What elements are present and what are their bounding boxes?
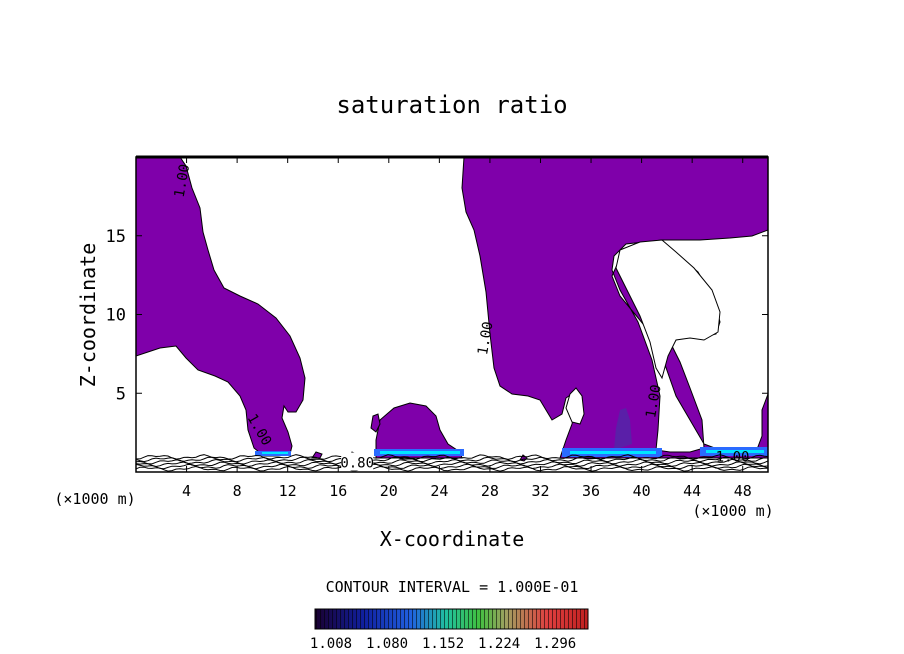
region-core-38 [614,408,632,450]
contour-label-0: 1.00 [172,163,194,199]
contour-label-bg-5 [341,452,374,471]
band-right-b [570,451,656,454]
x-tick-label-11: 48 [734,482,752,500]
ground-contour-1 [136,463,768,470]
saturated-regions [136,157,768,462]
y-tick-label-1: 10 [106,306,126,326]
high-saturation-bands [255,447,768,457]
y-axis-ticks: 5 10 15 [106,227,768,404]
y-tick-label-2: 15 [106,227,126,247]
x-unit-left: (×1000 m) [54,490,135,508]
colorbar-label-1: 1.080 [366,636,408,652]
band-left-b [262,452,288,454]
x-tick-label-1: 8 [233,482,242,500]
x-axis-label: X-coordinate [380,527,525,551]
x-tick-label-9: 40 [633,482,651,500]
contour-interval: CONTOUR INTERVAL = 1.000E-01 [326,578,579,596]
band-center-b [380,451,460,454]
x-unit-right: (×1000 m) [692,502,773,520]
ground-contour-0 [136,465,768,472]
region-left-plume [136,157,306,457]
colorbar: 1.008 1.080 1.152 1.224 1.296 [310,608,589,652]
y-axis-label: Z-coordinate [76,243,100,388]
x-tick-label-0: 4 [182,482,191,500]
x-tick-label-4: 20 [380,482,398,500]
contour-label-3: 1.00 [643,383,665,419]
band-far-right-b [706,450,764,453]
colorbar-label-4: 1.296 [534,636,576,652]
x-tick-label-7: 32 [531,482,549,500]
colorbar-label-3: 1.224 [478,636,520,652]
ground-contour-3 [136,458,768,465]
colorbar-label-2: 1.152 [422,636,464,652]
colorbar-stripes [315,609,588,629]
ground-contour-4 [136,456,768,463]
contour-label-2: 1.00 [475,320,497,356]
region-right-plume [461,157,768,459]
x-tick-label-5: 24 [430,482,448,500]
contour-label-4: 1.00 [716,449,750,465]
contour-label-5: 0.80 [340,456,374,472]
colorbar-label-0: 1.008 [310,636,352,652]
ground-contour-5 [136,454,768,460]
x-tick-label-10: 44 [683,482,701,500]
chart-title: saturation ratio [336,91,567,119]
x-tick-label-8: 36 [582,482,600,500]
y-tick-label-0: 5 [116,384,126,404]
x-axis-ticks: 4 8 12 16 20 24 28 32 36 40 44 48 [182,157,752,500]
ground-contour-2 [136,461,768,468]
x-tick-label-6: 28 [481,482,499,500]
colorbar-frame [314,608,589,630]
x-tick-label-3: 16 [329,482,347,500]
region-right-hole [615,239,721,380]
x-tick-label-2: 12 [279,482,297,500]
ground-contours [136,454,768,472]
region-right-notch [565,387,585,425]
region-small-blob [370,413,381,433]
colorbar-labels: 1.008 1.080 1.152 1.224 1.296 [310,636,576,652]
